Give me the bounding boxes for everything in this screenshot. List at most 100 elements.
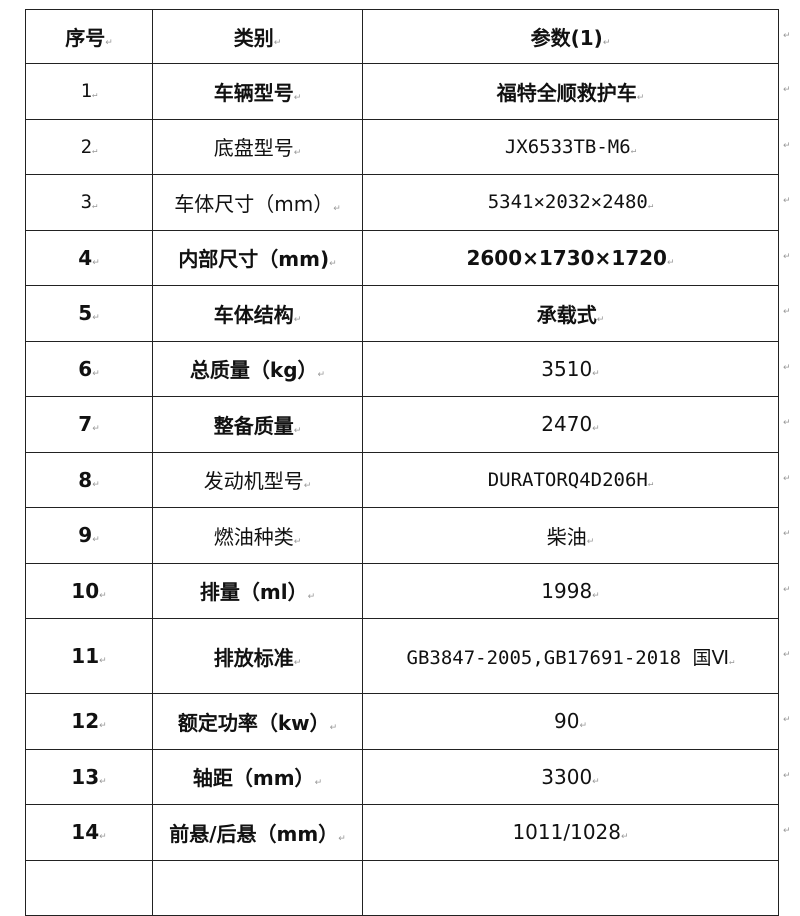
table-row: 8 发动机型号 DURATORQ4D206H: [25, 451, 779, 508]
paragraph-mark-icon: ↵: [783, 362, 791, 373]
table-row: 9 燃油种类 柴油: [25, 507, 779, 564]
row-category-text: 整备质量: [214, 414, 302, 438]
row-category: 额定功率（kw）: [152, 693, 363, 750]
row-category-text: 车体结构: [214, 303, 302, 327]
paragraph-mark-icon: ↵: [783, 650, 791, 660]
table-row: 1 车辆型号 福特全顺救护车: [25, 63, 779, 120]
row-category-text: 前悬/后悬（mm）: [169, 822, 346, 846]
header-no: 序号: [25, 9, 153, 64]
row-value-text: 1998: [541, 579, 599, 603]
row-value-text: 2600×1730×1720: [466, 246, 674, 270]
row-value-text: 5341×2032×2480: [488, 191, 654, 213]
row-category-text: 排量（ml）: [200, 580, 315, 604]
row-value-text: DURATORQ4D206H: [488, 469, 654, 491]
row-number: 11: [25, 618, 153, 694]
row-value-text: 90: [554, 709, 587, 733]
row-number-text: 9: [78, 523, 99, 547]
paragraph-mark-icon: ↵: [783, 529, 791, 540]
row-value: 1998: [362, 562, 779, 619]
table-row: 14 前悬/后悬（mm） 1011/1028: [25, 804, 779, 861]
paragraph-mark-icon: ↵: [783, 140, 791, 151]
row-category-text: 车体尺寸（mm）: [174, 192, 341, 216]
row-number-text: 12: [71, 709, 106, 733]
row-value: 福特全顺救护车: [362, 63, 779, 120]
row-number: 8: [25, 451, 153, 508]
row-value: 5341×2032×2480: [362, 174, 779, 231]
row-category: 排放标准: [152, 618, 363, 694]
paragraph-mark-icon: ↵: [783, 584, 791, 595]
row-number: 14: [25, 804, 153, 861]
row-value: GB3847-2005,GB17691-2018 国Ⅵ: [362, 618, 779, 694]
row-number: 3: [25, 174, 153, 231]
row-value: 承载式: [362, 285, 779, 342]
table-row: 7 整备质量 2470: [25, 396, 779, 453]
table-row: 4 内部尺寸（mm) 2600×1730×1720: [25, 229, 779, 286]
row-category-text: 内部尺寸（mm): [178, 247, 336, 271]
row-category-text: 底盘型号: [214, 136, 302, 160]
row-number-text: 3: [81, 191, 98, 213]
table-row-partial: [25, 859, 779, 916]
table-row: 11 排放标准 GB3847-2005,GB17691-2018 国Ⅵ: [25, 618, 779, 694]
row-category: 内部尺寸（mm): [152, 229, 363, 286]
row-number-text: 11: [71, 644, 106, 668]
row-category-text: 排放标准: [214, 646, 302, 670]
row-value-text: 1011/1028: [512, 820, 628, 844]
row-value-text: JX6533TB-M6: [505, 136, 636, 158]
table-header-row: 序号 类别 参数(1): [25, 9, 779, 64]
row-category: 车体尺寸（mm）: [152, 174, 363, 231]
row-value-text: 承载式: [537, 303, 605, 327]
header-category: 类别: [152, 9, 363, 64]
row-value-text: 2470: [541, 412, 599, 436]
row-category: 排量（ml）: [152, 562, 363, 619]
row-category-text: 发动机型号: [204, 469, 312, 493]
table-row: 6 总质量（kg） 3510: [25, 340, 779, 397]
row-category-text: 燃油种类: [214, 525, 302, 549]
paragraph-mark-icon: ↵: [783, 30, 791, 41]
row-number-text: 10: [71, 579, 106, 603]
row-value: 2600×1730×1720: [362, 229, 779, 286]
paragraph-mark-icon: ↵: [783, 770, 791, 781]
paragraph-mark-icon: ↵: [783, 85, 791, 96]
row-number-text: 1: [81, 80, 98, 102]
row-number: 9: [25, 507, 153, 564]
row-category-text: 轴距（mm）: [193, 766, 322, 790]
row-value: 3300: [362, 748, 779, 805]
row-value: 柴油: [362, 507, 779, 564]
row-value: 3510: [362, 340, 779, 397]
row-number: 6: [25, 340, 153, 397]
row-value: JX6533TB-M6: [362, 118, 779, 175]
row-category-text: 车辆型号: [214, 81, 302, 105]
row-number-text: 8: [78, 468, 99, 492]
row-number-text: 2: [81, 136, 98, 158]
table-row: 13 轴距（mm） 3300: [25, 748, 779, 805]
row-number-text: 4: [78, 246, 99, 270]
row-category: 发动机型号: [152, 451, 363, 508]
row-number-text: 6: [78, 357, 99, 381]
paragraph-mark-icon: ↵: [783, 826, 791, 837]
row-value-text: 3510: [541, 357, 599, 381]
row-value: 2470: [362, 396, 779, 453]
row-number: 5: [25, 285, 153, 342]
row-value: 1011/1028: [362, 804, 779, 861]
row-category-text: 额定功率（kw）: [178, 711, 337, 735]
row-category: 车辆型号: [152, 63, 363, 120]
paragraph-mark-icon: ↵: [783, 418, 791, 429]
paragraph-mark-icon: ↵: [783, 251, 791, 262]
vehicle-spec-table: 序号 类别 参数(1) 1 车辆型号 福特全顺救护车 2 底盘型号 JX6533TB-M6…: [25, 9, 779, 916]
paragraph-mark-icon: ↵: [783, 307, 791, 318]
row-number-text: 13: [71, 765, 106, 789]
row-category: 燃油种类: [152, 507, 363, 564]
row-number: 7: [25, 396, 153, 453]
row-number: 12: [25, 693, 153, 750]
row-value-text: 柴油: [547, 525, 595, 549]
row-category-text: 总质量（kg）: [190, 358, 325, 382]
row-number-text: 14: [71, 820, 106, 844]
row-number: 13: [25, 748, 153, 805]
table-row: 5 车体结构 承载式: [25, 285, 779, 342]
table-row: 3 车体尺寸（mm） 5341×2032×2480: [25, 174, 779, 231]
row-number-text: 5: [78, 301, 99, 325]
paragraph-mark-icon: ↵: [783, 473, 791, 484]
empty-cell: [362, 859, 779, 916]
paragraph-mark-icon: ↵: [783, 196, 791, 207]
row-number: 2: [25, 118, 153, 175]
